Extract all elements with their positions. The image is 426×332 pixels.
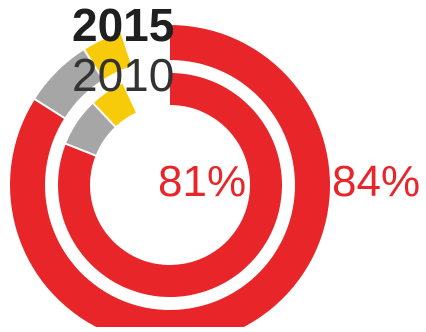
chart-segments	[10, 25, 330, 332]
separator-2010-0	[64, 142, 97, 157]
arc-2010-yellow	[93, 83, 136, 127]
value-label-2010: 81%	[158, 157, 246, 206]
legend-year-2010: 2010	[72, 49, 174, 101]
separator-2015-0	[33, 97, 66, 120]
separator-2015-1	[82, 48, 105, 81]
arc-2015-grey	[34, 49, 104, 119]
legend-year-2015: 2015	[72, 0, 174, 51]
separator-2010-1	[91, 101, 117, 129]
arc-2010-grey	[65, 103, 116, 156]
value-label-2015: 84%	[332, 157, 420, 206]
